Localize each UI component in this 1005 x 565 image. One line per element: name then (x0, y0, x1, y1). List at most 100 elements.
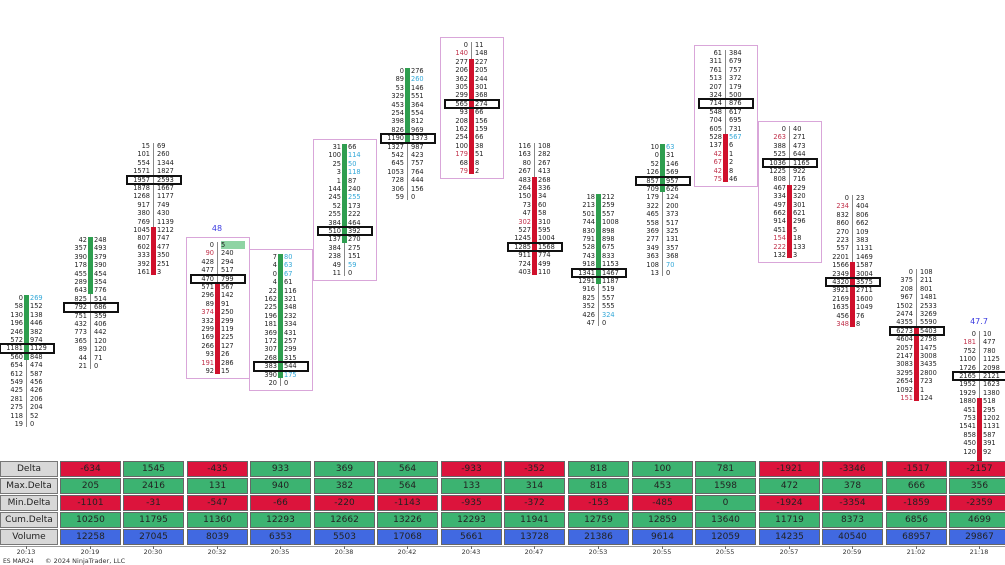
ask-volume: 50 (348, 159, 357, 168)
bid-volume: 792 (74, 303, 87, 312)
table-cell-volume: 5661 (441, 529, 502, 545)
ask-volume: 138 (30, 310, 43, 319)
bid-volume: 75 (713, 175, 722, 183)
ask-volume: 474 (30, 361, 43, 370)
bid-volume: 565 (455, 99, 468, 108)
ask-volume: 806 (856, 210, 869, 219)
ask-volume: 1125 (983, 355, 1000, 364)
ask-volume: 557 (602, 209, 615, 218)
table-cell-min-delta: -153 (568, 495, 629, 511)
ask-volume: 1187 (602, 277, 619, 285)
table-row-label: Delta (0, 461, 58, 477)
ask-volume: 108 (920, 268, 933, 276)
ask-volume: 812 (411, 117, 424, 126)
bid-volume: 44 (78, 353, 87, 362)
ask-volume: 334 (284, 320, 297, 329)
bid-volume: 6273 (896, 326, 913, 335)
ask-volume: 120 (94, 345, 107, 354)
bid-volume: 245 (328, 193, 341, 202)
bid-volume: 1952 (959, 380, 976, 389)
ask-volume: 383 (856, 236, 869, 244)
ask-volume: 1469 (856, 252, 873, 261)
ask-volume: 391 (983, 439, 996, 448)
ask-volume: 320 (793, 192, 806, 201)
bid-volume: 528 (582, 243, 595, 252)
ask-volume: 848 (30, 352, 43, 361)
bid-volume: 3921 (832, 286, 849, 295)
ask-volume: 114 (348, 151, 361, 160)
bid-volume: 179 (455, 150, 468, 159)
ask-volume: 91 (221, 299, 230, 308)
ask-volume: 120 (94, 336, 107, 345)
time-label: 21:18 (969, 548, 989, 556)
ask-volume: 2800 (920, 368, 937, 377)
bid-volume: 451 (773, 225, 786, 234)
time-tick (598, 546, 599, 549)
bid-volume: 369 (264, 328, 277, 337)
time-label: 20:53 (588, 548, 608, 556)
ask-volume: 255 (348, 193, 361, 202)
ask-volume: 833 (602, 251, 615, 260)
ask-volume: 477 (983, 338, 996, 347)
bar-wick (662, 144, 663, 277)
bid-volume: 208 (900, 284, 913, 293)
ask-volume: 152 (30, 302, 43, 311)
bid-volume: 169 (201, 333, 214, 342)
table-row-label: Min.Delta (0, 495, 58, 511)
bid-volume: 1245 (514, 234, 531, 243)
bid-volume: 398 (391, 117, 404, 126)
bid-volume: 322 (646, 201, 659, 210)
table-cell-delta: -1921 (759, 461, 820, 477)
bar-body (914, 327, 919, 402)
bid-volume: 126 (646, 168, 659, 177)
ask-volume: 898 (602, 235, 615, 243)
ask-volume: 567 (729, 133, 742, 141)
bid-volume: 465 (646, 210, 659, 219)
table-cell-cum-delta: 13226 (377, 512, 438, 528)
ask-volume: 173 (348, 201, 361, 210)
bid-volume: 917 (137, 200, 150, 209)
bid-volume: 93 (459, 108, 468, 117)
bid-volume: 0 (209, 241, 214, 249)
bid-volume: 1327 (387, 142, 404, 151)
bid-volume: 289 (74, 278, 87, 286)
bid-volume: 751 (74, 311, 87, 320)
bid-volume: 208 (455, 116, 468, 125)
bid-volume: 453 (391, 100, 404, 109)
bid-volume: 42 (713, 166, 722, 175)
ask-volume: 46 (729, 175, 738, 183)
ask-volume: 8 (729, 166, 734, 175)
bid-volume: 2165 (959, 372, 976, 380)
table-cell-delta: -352 (504, 461, 565, 477)
bid-volume: 860 (836, 219, 849, 228)
ask-volume: 1600 (856, 294, 873, 303)
ask-volume: 390 (94, 261, 107, 270)
bid-volume: 305 (455, 83, 468, 91)
ask-volume: 87 (348, 176, 357, 185)
table-cell-volume: 12059 (695, 529, 756, 545)
bid-volume: 1635 (832, 303, 849, 312)
ask-volume: 3 (157, 268, 162, 276)
time-label: 20:38 (334, 548, 354, 556)
bid-volume: 0 (908, 268, 913, 276)
bid-volume: 643 (74, 286, 87, 295)
ask-volume: 274 (475, 99, 488, 108)
bid-volume: 150 (518, 192, 531, 201)
table-cell-max-delta: 2416 (123, 478, 184, 494)
ask-volume: 1373 (411, 134, 428, 143)
ask-volume: 514 (94, 294, 107, 303)
ask-volume: 922 (793, 167, 806, 175)
bid-volume: 4355 (896, 318, 913, 327)
table-cell-max-delta: 1598 (695, 478, 756, 494)
table-cell-cum-delta: 4699 (949, 512, 1005, 528)
ask-volume: 175 (284, 370, 297, 379)
bid-volume: 0 (654, 151, 659, 160)
bid-volume: 1726 (959, 363, 976, 372)
point-of-control-box (253, 361, 309, 372)
bid-volume: 118 (10, 411, 23, 420)
bid-volume: 73 (522, 200, 531, 209)
bid-volume: 196 (10, 319, 23, 328)
ask-volume: 8 (475, 158, 480, 167)
time-label: 20:42 (397, 548, 417, 556)
time-label: 20:13 (16, 548, 36, 556)
